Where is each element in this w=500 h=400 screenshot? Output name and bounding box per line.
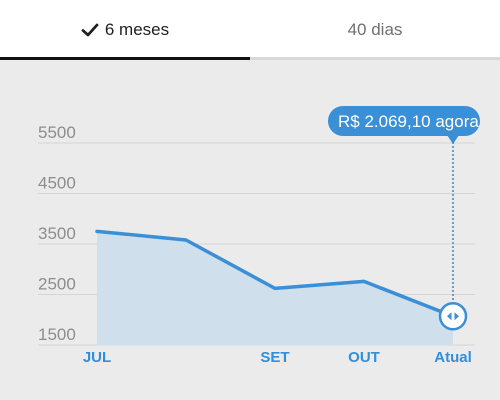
y-tick-label: 5500 bbox=[38, 123, 76, 142]
x-tick-label: SET bbox=[260, 349, 289, 366]
tab-40-days[interactable]: 40 dias bbox=[250, 0, 500, 60]
x-tick-label: OUT bbox=[348, 349, 380, 366]
period-tab-bar: 6 meses 40 dias bbox=[0, 0, 500, 60]
check-icon bbox=[81, 23, 99, 37]
value-callout bbox=[328, 106, 480, 136]
callout-pointer bbox=[447, 135, 459, 144]
drag-handle-icon[interactable] bbox=[438, 302, 468, 331]
callout-label: R$ 2.069,10 agora bbox=[338, 112, 479, 131]
balance-chart[interactable]: 5500 4500 3500 2500 1500 JUL SET OUT Atual R$ 2.0… bbox=[0, 60, 500, 400]
tab-underline bbox=[250, 57, 500, 60]
x-tick-label: JUL bbox=[83, 349, 111, 366]
selected-tab-indicator bbox=[0, 57, 250, 60]
x-tick-label: Atual bbox=[434, 349, 472, 366]
tab-6-months-label: 6 meses bbox=[104, 20, 170, 39]
series-area bbox=[97, 231, 453, 345]
left-right-arrows-icon bbox=[447, 312, 459, 321]
series-line bbox=[95, 229, 455, 319]
drag-handle-circle[interactable] bbox=[438, 302, 468, 331]
y-tick-label: 3500 bbox=[38, 224, 76, 243]
y-tick-label: 2500 bbox=[38, 275, 76, 294]
tab-6-months[interactable]: 6 meses bbox=[0, 0, 250, 60]
y-tick-label: 4500 bbox=[38, 174, 76, 193]
tab-40-days-label: 40 dias bbox=[347, 20, 403, 39]
y-tick-label: 1500 bbox=[38, 325, 76, 344]
